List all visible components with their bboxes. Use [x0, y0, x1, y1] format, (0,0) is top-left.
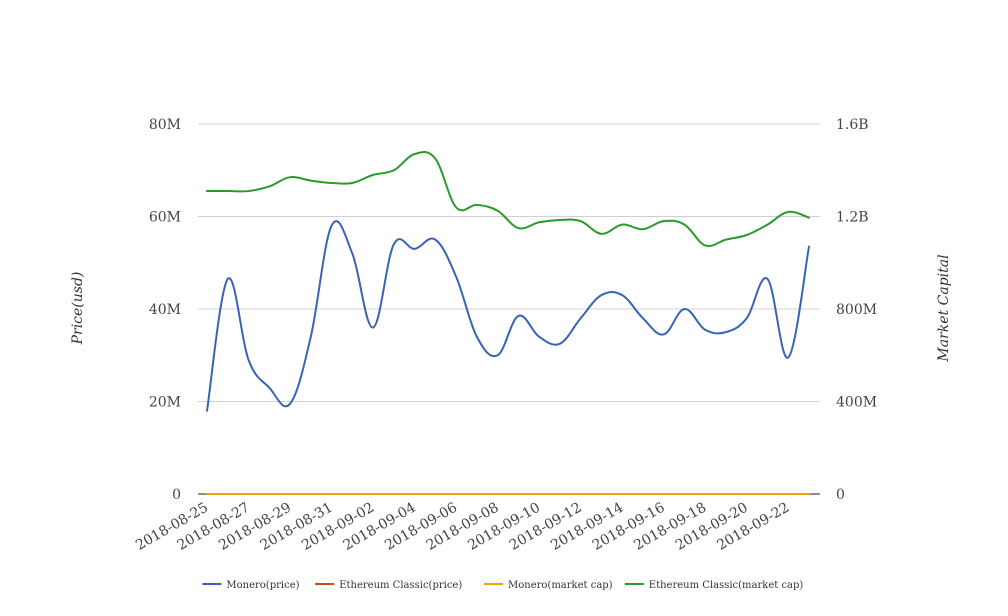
- legend-item[interactable]: Ethereum Classic(market cap): [624, 580, 804, 591]
- y-right-tick-label: 800M: [836, 302, 877, 318]
- legend-item[interactable]: Monero(market cap): [484, 580, 613, 591]
- y-left-tick-label: 80M: [149, 117, 181, 133]
- legend-item[interactable]: Monero(price): [202, 580, 300, 591]
- y-right-tick-label: 0: [836, 487, 845, 503]
- y-left-tick-label: 0: [172, 487, 181, 503]
- grid: [198, 123, 820, 402]
- y-right-tick-label: 1.6B: [836, 117, 869, 133]
- legend-item[interactable]: Ethereum Classic(price): [315, 580, 462, 591]
- legend-label: Ethereum Classic(market cap): [649, 580, 804, 591]
- legend-label: Ethereum Classic(price): [339, 580, 462, 591]
- y-axis-left-title: Price(usd): [70, 272, 86, 346]
- series-line-monero-price: [206, 220, 810, 412]
- legend: Monero(price) Ethereum Classic(price) Mone…: [202, 580, 803, 591]
- legend-label: Monero(market cap): [508, 580, 613, 591]
- y-left-tick-label: 20M: [149, 395, 181, 411]
- y-right-tick-label: 1.2B: [836, 210, 869, 226]
- series-lines: [206, 151, 810, 495]
- axes: 020M40M60M80M0400M800M1.2B1.6B2018-08-25…: [133, 117, 877, 554]
- y-left-tick-label: 60M: [149, 210, 181, 226]
- y-right-tick-label: 400M: [836, 395, 877, 411]
- legend-label: Monero(price): [226, 580, 299, 591]
- y-axis-right-title: Market Capital: [936, 254, 952, 362]
- series-line-ethereum-classic-market-cap: [206, 151, 810, 248]
- y-left-tick-label: 40M: [149, 302, 181, 318]
